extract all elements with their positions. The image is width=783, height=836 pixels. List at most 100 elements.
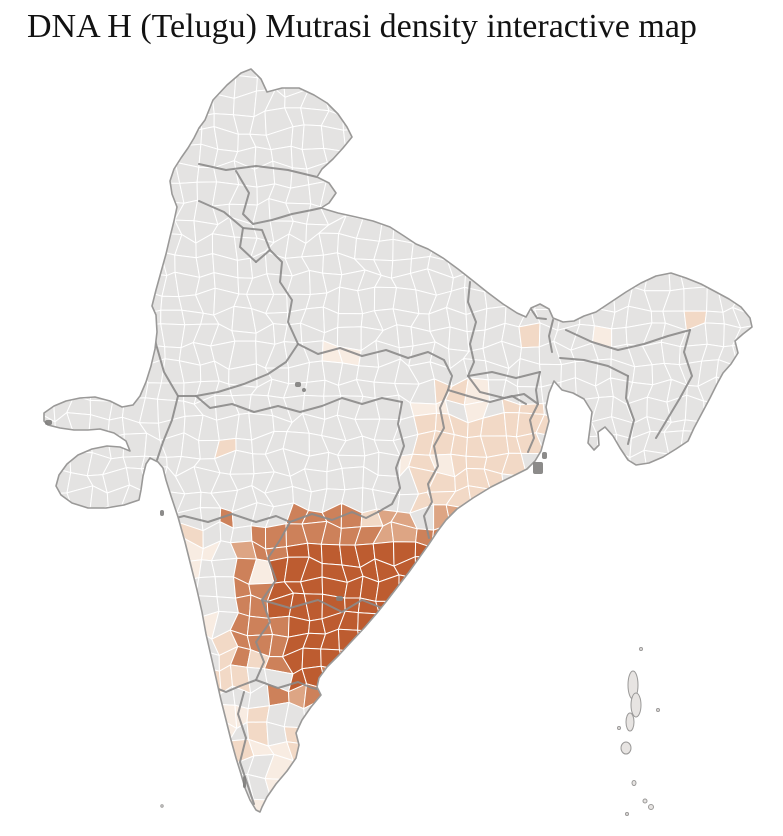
district-cell[interactable] — [395, 162, 414, 186]
district-cell[interactable] — [408, 684, 431, 708]
district-cell[interactable] — [176, 708, 196, 727]
district-cell[interactable] — [735, 196, 761, 225]
district-cell[interactable] — [360, 809, 381, 835]
district-cell[interactable] — [630, 131, 649, 150]
district-cell[interactable] — [705, 612, 723, 640]
district-cell[interactable] — [724, 682, 741, 708]
district-cell[interactable] — [505, 148, 522, 167]
district-cell[interactable] — [610, 578, 634, 598]
district-cell[interactable] — [378, 651, 396, 674]
district-cell[interactable] — [50, 108, 75, 130]
district-cell[interactable] — [31, 451, 56, 474]
district-cell[interactable] — [356, 126, 374, 154]
district-cell[interactable] — [557, 776, 581, 801]
district-cell[interactable] — [485, 668, 506, 692]
district-cell[interactable] — [449, 754, 473, 778]
district-cell[interactable] — [661, 199, 688, 220]
district-cell[interactable] — [556, 436, 577, 460]
district-cell[interactable] — [86, 88, 114, 109]
district-cell[interactable] — [336, 754, 363, 784]
district-cell[interactable] — [610, 754, 635, 781]
district-cell[interactable] — [644, 492, 669, 513]
district-cell[interactable] — [392, 718, 417, 746]
district-cell[interactable] — [322, 754, 346, 780]
district-cell[interactable] — [414, 781, 430, 800]
district-cell[interactable] — [571, 268, 599, 294]
district-cell[interactable] — [397, 758, 418, 783]
andaman-nicobar-island[interactable] — [625, 812, 629, 816]
district-cell[interactable] — [193, 54, 220, 81]
district-cell[interactable] — [156, 744, 184, 763]
district-cell[interactable] — [715, 578, 742, 604]
district-cell[interactable] — [556, 255, 576, 271]
district-cell[interactable] — [140, 129, 162, 153]
district-cell[interactable] — [553, 720, 581, 745]
district-cell[interactable] — [174, 631, 203, 652]
district-cell[interactable] — [572, 108, 593, 131]
district-cell[interactable] — [302, 744, 330, 766]
district-cell[interactable] — [591, 76, 608, 96]
district-cell[interactable] — [591, 252, 616, 279]
district-cell[interactable] — [552, 543, 582, 564]
district-cell[interactable] — [87, 198, 112, 218]
district-cell[interactable] — [138, 724, 168, 746]
district-cell[interactable] — [573, 701, 595, 729]
district-cell[interactable] — [681, 470, 705, 488]
district-cell[interactable] — [632, 364, 654, 386]
district-cell[interactable] — [103, 558, 132, 578]
district-cell[interactable] — [500, 183, 526, 205]
district-cell[interactable] — [301, 647, 322, 670]
district-cell[interactable] — [612, 252, 636, 279]
district-cell[interactable] — [141, 620, 162, 640]
district-cell[interactable] — [51, 62, 74, 82]
district-cell[interactable] — [414, 650, 435, 666]
district-cell[interactable] — [588, 234, 616, 256]
district-cell[interactable] — [359, 739, 380, 761]
district-cell[interactable] — [34, 487, 53, 511]
district-cell[interactable] — [737, 650, 759, 674]
district-cell[interactable] — [51, 546, 72, 567]
district-cell[interactable] — [631, 773, 648, 802]
district-cell[interactable] — [661, 756, 689, 778]
district-cell[interactable] — [33, 257, 59, 279]
district-cell[interactable] — [464, 575, 486, 604]
district-cell[interactable] — [126, 180, 145, 208]
district-cell[interactable] — [89, 593, 105, 615]
district-cell[interactable] — [526, 758, 540, 784]
district-cell[interactable] — [500, 488, 525, 511]
district-cell[interactable] — [35, 754, 54, 784]
district-cell[interactable] — [574, 255, 598, 271]
district-cell[interactable] — [390, 776, 418, 800]
district-cell[interactable] — [481, 612, 510, 640]
district-cell[interactable] — [630, 576, 650, 597]
district-cell[interactable] — [84, 287, 112, 312]
district-cell[interactable] — [704, 310, 725, 325]
district-cell[interactable] — [391, 650, 420, 665]
district-cell[interactable] — [753, 437, 779, 453]
district-cell[interactable] — [484, 164, 507, 188]
district-cell[interactable] — [538, 595, 562, 612]
district-cell[interactable] — [751, 685, 779, 710]
district-cell[interactable] — [31, 286, 50, 315]
district-cell[interactable] — [663, 560, 690, 580]
district-cell[interactable] — [69, 763, 96, 776]
district-cell[interactable] — [720, 701, 741, 728]
district-cell[interactable] — [465, 724, 488, 747]
district-cell[interactable] — [591, 475, 618, 488]
district-cell[interactable] — [379, 58, 396, 81]
district-cell[interactable] — [649, 703, 668, 722]
district-cell[interactable] — [522, 474, 546, 494]
district-cell[interactable] — [678, 168, 701, 190]
district-cell[interactable] — [589, 108, 618, 132]
district-cell[interactable] — [176, 687, 196, 711]
district-cell[interactable] — [572, 160, 593, 185]
district-cell[interactable] — [518, 256, 544, 278]
district-cell[interactable] — [235, 808, 251, 835]
district-cell[interactable] — [590, 182, 617, 206]
district-cell[interactable] — [516, 219, 546, 240]
district-cell[interactable] — [139, 75, 168, 96]
district-cell[interactable] — [89, 701, 111, 728]
district-cell[interactable] — [120, 367, 149, 384]
district-cell[interactable] — [570, 473, 597, 492]
district-cell[interactable] — [625, 93, 646, 114]
